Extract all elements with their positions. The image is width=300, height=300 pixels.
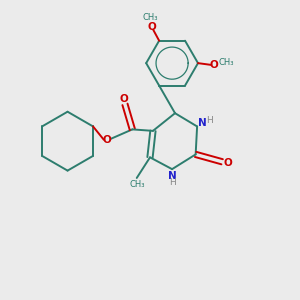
Text: H: H (169, 178, 176, 188)
Text: O: O (103, 135, 112, 145)
Text: O: O (224, 158, 233, 168)
Text: O: O (210, 61, 219, 70)
Text: O: O (147, 22, 156, 32)
Text: CH₃: CH₃ (218, 58, 234, 67)
Text: CH₃: CH₃ (142, 13, 158, 22)
Text: N: N (198, 118, 207, 128)
Text: O: O (120, 94, 128, 104)
Text: CH₃: CH₃ (129, 180, 145, 189)
Text: N: N (168, 171, 176, 181)
Text: H: H (206, 116, 213, 125)
